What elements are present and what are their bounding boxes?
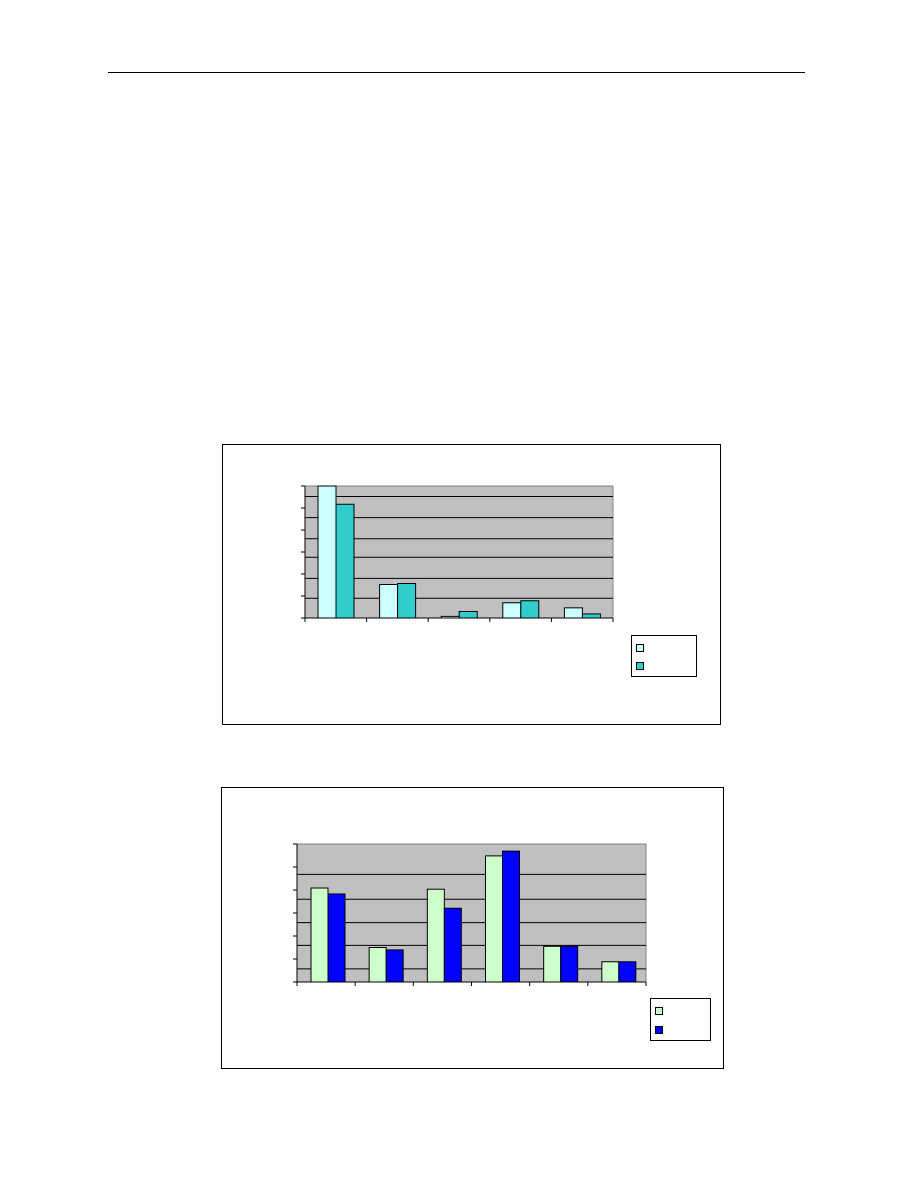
chart-1-bar-series-2-cat-2 [397, 582, 417, 619]
chart-2-legend [650, 998, 711, 1041]
chart-2-legend-entry-2 [655, 1024, 669, 1036]
chart-2-bar-series-1-cat-3 [426, 888, 445, 983]
chart-1-bar-series-2-cat-5 [581, 613, 601, 619]
chart-2-bar-series-2-cat-1 [327, 893, 346, 983]
chart-2-bar-series-2-cat-3 [443, 907, 462, 983]
chart-2-bar-series-2-cat-5 [560, 945, 579, 983]
chart-2-bar-series-1-cat-1 [310, 887, 329, 983]
chart-2-legend-swatch-1 [655, 1007, 663, 1015]
chart-1-frame [222, 444, 721, 725]
chart-1-legend-entry-1 [636, 642, 650, 654]
chart-2-frame [221, 787, 724, 1069]
chart-1-bar-series-1-cat-2 [379, 583, 399, 619]
chart-2-bar-series-1-cat-6 [601, 961, 620, 983]
chart-1-plot-area [304, 485, 614, 619]
chart-2-bar-series-2-cat-2 [385, 949, 404, 983]
chart-1-bar-series-1-cat-5 [563, 607, 583, 619]
chart-1-legend [631, 635, 697, 677]
chart-1-bar-series-2-cat-3 [458, 611, 478, 619]
chart-1-bar-series-2-cat-1 [335, 503, 355, 619]
chart-2-bar-series-1-cat-5 [543, 945, 562, 983]
chart-1-bar-series-1-cat-4 [502, 602, 522, 619]
chart-2-bar-series-1-cat-2 [368, 947, 387, 983]
chart-2-bar-series-1-cat-4 [485, 855, 503, 983]
chart-1-svg [301, 485, 614, 622]
chart-1-legend-swatch-2 [636, 662, 644, 670]
chart-2-bar-series-2-cat-4 [502, 850, 520, 983]
chart-1-legend-entry-2 [636, 660, 650, 672]
chart-2-legend-swatch-2 [655, 1026, 663, 1034]
header-rule [108, 72, 805, 73]
chart-2-legend-entry-1 [655, 1005, 669, 1017]
chart-1-bar-series-2-cat-4 [520, 600, 540, 619]
chart-1-legend-swatch-1 [636, 644, 644, 652]
chart-2-bar-series-2-cat-6 [618, 961, 637, 983]
chart-2-plot-area [296, 843, 647, 983]
chart-1-bar-series-1-cat-3 [440, 615, 460, 619]
chart-2-svg [293, 843, 647, 986]
chart-1-bar-series-1-cat-1 [317, 485, 337, 619]
